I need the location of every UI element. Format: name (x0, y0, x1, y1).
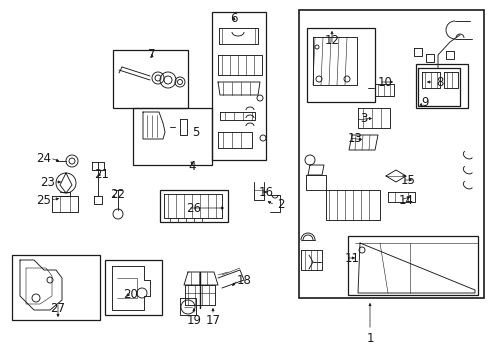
Text: 8: 8 (435, 76, 443, 89)
Text: 25: 25 (37, 194, 51, 207)
Text: 3: 3 (360, 112, 367, 125)
Bar (12, 255, 100, 320)
Text: 5: 5 (192, 126, 199, 139)
Text: 6: 6 (230, 12, 237, 24)
Text: 23: 23 (41, 175, 55, 189)
Text: 16: 16 (258, 185, 273, 198)
Text: 4: 4 (188, 161, 195, 174)
Text: 7: 7 (148, 49, 156, 62)
Text: 22: 22 (110, 189, 125, 202)
Bar (133, 108, 212, 165)
Text: 2: 2 (277, 198, 284, 211)
Bar (105, 260, 162, 315)
Text: 1: 1 (366, 332, 373, 345)
Bar (113, 50, 187, 108)
Text: 9: 9 (420, 96, 428, 109)
Text: 19: 19 (186, 314, 201, 327)
Bar (415, 64, 467, 108)
Bar (212, 12, 265, 160)
Text: 18: 18 (236, 274, 251, 287)
Text: 13: 13 (347, 131, 362, 144)
Bar (306, 28, 374, 102)
Text: 10: 10 (377, 76, 392, 89)
Text: 14: 14 (398, 194, 413, 207)
Text: 27: 27 (50, 302, 65, 315)
Text: 20: 20 (123, 288, 138, 302)
Text: 21: 21 (94, 168, 109, 181)
Text: 17: 17 (205, 314, 220, 327)
Text: 11: 11 (344, 252, 359, 265)
Bar (347, 236, 477, 295)
Bar (298, 10, 483, 298)
Text: 12: 12 (324, 33, 339, 46)
Text: 24: 24 (37, 152, 51, 165)
Bar (160, 190, 227, 222)
Text: 15: 15 (400, 174, 415, 186)
Text: 26: 26 (186, 202, 201, 215)
